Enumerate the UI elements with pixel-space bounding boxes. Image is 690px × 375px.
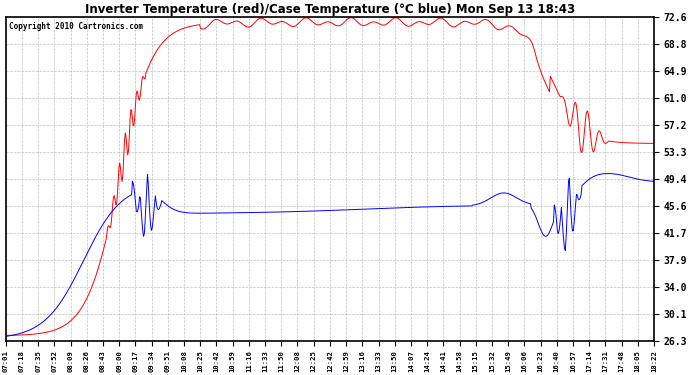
Text: Copyright 2010 Cartronics.com: Copyright 2010 Cartronics.com <box>9 22 143 31</box>
Title: Inverter Temperature (red)/Case Temperature (°C blue) Mon Sep 13 18:43: Inverter Temperature (red)/Case Temperat… <box>85 3 575 16</box>
